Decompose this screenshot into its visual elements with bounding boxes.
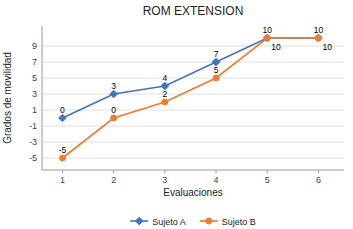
marker xyxy=(315,34,323,42)
y-tick-label: 1 xyxy=(32,105,37,115)
data-label: 0 xyxy=(60,105,65,115)
chart: ROM EXTENSION -5 -3 -1 1 3 5 7 9 1 2 3 4 5 6 Evaluacion… xyxy=(0,0,353,229)
data-label: 5 xyxy=(214,65,219,75)
x-tick xyxy=(267,170,268,173)
marker xyxy=(162,99,168,105)
grid-line xyxy=(42,142,344,143)
x-tick xyxy=(216,170,217,173)
legend-item: Sujeto B xyxy=(200,217,256,227)
grid-line xyxy=(42,94,344,95)
data-label: 10 xyxy=(314,25,324,35)
data-labels: 0 3 4 7 10 10 -5 0 2 5 10 10 xyxy=(59,25,332,155)
x-axis-label: Evaluaciones xyxy=(163,187,222,198)
y-tick-label: 9 xyxy=(32,41,37,51)
y-axis-label: Grados de movilidad xyxy=(2,52,13,144)
data-label: 10 xyxy=(262,25,272,35)
x-axis-line xyxy=(42,170,344,171)
grid-line xyxy=(42,46,344,47)
y-tick-label: -1 xyxy=(29,121,37,131)
marker xyxy=(110,90,118,98)
y-tick-label: 7 xyxy=(32,57,37,67)
x-tick-label: 6 xyxy=(316,175,321,185)
legend-label: Sujeto A xyxy=(152,217,186,227)
marker xyxy=(111,115,117,121)
y-tick-label: 3 xyxy=(32,89,37,99)
x-tick-label: 3 xyxy=(162,175,167,185)
x-tick-label: 1 xyxy=(60,175,65,185)
legend-marker xyxy=(206,218,212,224)
grid-line xyxy=(42,62,344,63)
grid-line xyxy=(42,78,344,79)
x-tick-label: 2 xyxy=(111,175,116,185)
marker xyxy=(59,114,67,122)
x-tick xyxy=(318,170,319,173)
plot-area xyxy=(59,34,323,161)
grid-line xyxy=(42,110,344,111)
y-tick-label: 5 xyxy=(32,73,37,83)
legend-label: Sujeto B xyxy=(222,217,256,227)
x-tick xyxy=(113,170,114,173)
line xyxy=(62,38,318,158)
data-label: -5 xyxy=(59,145,67,155)
x-tick xyxy=(164,170,165,173)
data-label: 10 xyxy=(271,42,281,52)
x-tick-label: 4 xyxy=(214,175,219,185)
x-tick-label: 5 xyxy=(265,175,270,185)
marker xyxy=(59,155,65,161)
data-label: 0 xyxy=(111,105,116,115)
marker xyxy=(315,35,321,41)
y-axis-line xyxy=(42,26,43,170)
marker xyxy=(264,35,270,41)
legend-item: Sujeto A xyxy=(130,217,186,227)
data-label: 2 xyxy=(162,89,167,99)
x-tick xyxy=(62,170,63,173)
data-label: 10 xyxy=(322,42,332,52)
data-label: 3 xyxy=(111,81,116,91)
legend: Sujeto A Sujeto B xyxy=(130,217,256,227)
grid-line xyxy=(42,158,344,159)
data-label: 4 xyxy=(162,73,167,83)
line xyxy=(62,38,318,118)
data-label: 7 xyxy=(214,49,219,59)
marker xyxy=(213,75,219,81)
title: ROM EXTENSION xyxy=(143,4,244,18)
y-tick-label: -3 xyxy=(29,137,37,147)
legend-marker xyxy=(135,217,143,225)
grid xyxy=(42,46,344,158)
grid-line xyxy=(42,126,344,127)
y-tick-label: -5 xyxy=(29,153,37,163)
